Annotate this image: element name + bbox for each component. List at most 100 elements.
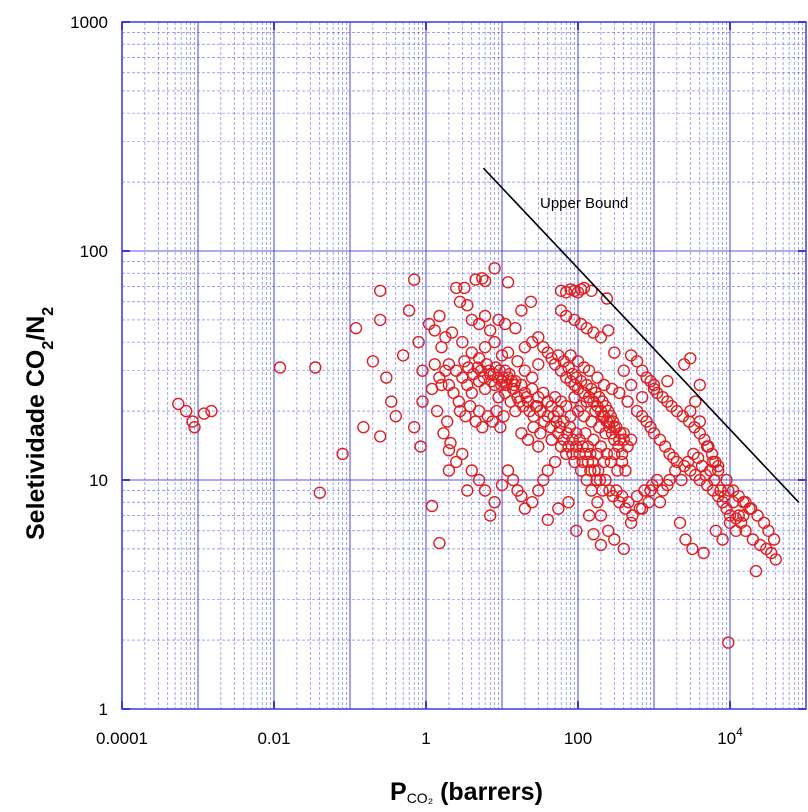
data-point	[644, 421, 657, 434]
data-point	[396, 349, 410, 362]
data-point	[442, 464, 456, 477]
data-point	[526, 496, 539, 509]
data-point	[495, 349, 509, 362]
data-point	[472, 352, 486, 365]
data-point	[709, 524, 722, 537]
data-point	[336, 447, 349, 461]
data-point	[624, 433, 638, 446]
data-point	[389, 410, 402, 423]
data-point	[613, 386, 626, 400]
data-point	[722, 636, 735, 649]
data-point	[412, 335, 425, 349]
data-point	[552, 502, 565, 515]
data-point	[621, 395, 634, 408]
data-point	[357, 421, 370, 434]
data-point	[591, 496, 604, 509]
data-point	[273, 361, 287, 374]
x-tick-label: 0.01	[257, 729, 290, 748]
x-tick-label: 100	[564, 729, 592, 748]
data-point	[532, 358, 545, 371]
data-point	[186, 415, 199, 428]
data-point	[716, 533, 729, 546]
data-point	[408, 421, 421, 434]
data-point	[702, 440, 715, 453]
data-point	[600, 292, 614, 305]
data-point	[636, 364, 649, 377]
data-point	[587, 528, 600, 541]
data-point	[587, 433, 600, 446]
data-point	[518, 502, 532, 515]
data-point	[439, 364, 452, 377]
data-point	[478, 341, 492, 354]
plot-frame	[121, 21, 807, 710]
data-point	[445, 326, 459, 339]
data-point	[579, 447, 592, 461]
data-point	[425, 499, 439, 513]
data-point	[444, 436, 457, 450]
data-point	[617, 433, 630, 446]
data-point	[605, 382, 619, 396]
data-point	[720, 502, 733, 515]
data-point	[459, 410, 472, 423]
data-point	[698, 433, 711, 446]
data-point	[602, 324, 615, 337]
data-point	[622, 496, 635, 509]
data-point	[722, 484, 735, 497]
data-point	[644, 375, 657, 388]
data-point	[732, 509, 745, 522]
data-point	[705, 447, 719, 461]
data-point	[582, 509, 596, 522]
data-point	[570, 440, 583, 453]
data-point	[526, 382, 539, 396]
data-point	[630, 355, 644, 368]
data-point	[597, 378, 611, 392]
y-axis-label: Seletividade CO2/N2	[22, 307, 57, 540]
data-point	[647, 378, 661, 392]
data-point	[524, 295, 538, 308]
data-point	[511, 484, 524, 497]
data-point	[661, 395, 674, 408]
data-point	[548, 455, 562, 469]
data-point	[693, 427, 706, 440]
data-point	[366, 355, 380, 368]
data-point	[729, 524, 743, 537]
data-point	[511, 355, 524, 368]
data-point	[495, 478, 509, 492]
data-point	[478, 484, 492, 497]
data-point	[594, 538, 608, 552]
data-point	[433, 371, 446, 384]
data-point	[581, 455, 595, 469]
data-point	[501, 464, 515, 477]
data-point	[590, 473, 603, 487]
data-point	[568, 378, 581, 392]
data-point	[600, 447, 614, 461]
data-point	[492, 313, 505, 327]
data-point	[498, 317, 512, 331]
data-point	[437, 427, 450, 440]
data-point	[541, 513, 554, 526]
x-tick-label: 1	[421, 729, 430, 748]
grid-lines	[121, 21, 806, 710]
data-point	[385, 395, 398, 408]
data-point	[488, 496, 501, 509]
data-point	[669, 464, 682, 477]
data-point	[205, 404, 218, 418]
data-point	[532, 331, 545, 344]
data-point	[566, 447, 579, 461]
data-point	[613, 433, 626, 446]
data-point	[428, 358, 441, 371]
data-point	[592, 464, 605, 477]
data-point	[509, 322, 522, 335]
data-point	[602, 524, 615, 537]
upper-bound-label: Upper Bound	[540, 195, 628, 212]
data-point	[650, 473, 664, 487]
data-point	[610, 421, 623, 434]
data-point	[751, 509, 764, 522]
data-point	[573, 447, 586, 461]
data-point	[608, 533, 621, 546]
data-point	[469, 415, 482, 428]
data-point	[568, 313, 581, 327]
data-point	[476, 272, 489, 285]
y-tick-label: 10	[89, 471, 108, 490]
data-point	[576, 440, 589, 453]
